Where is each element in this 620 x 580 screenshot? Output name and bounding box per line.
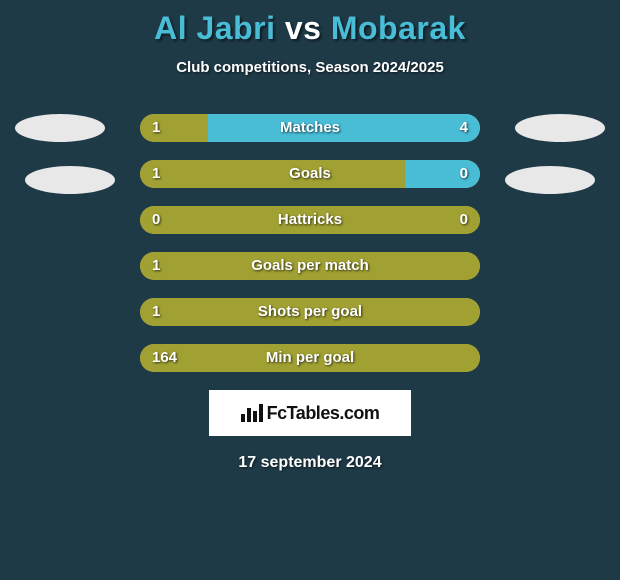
stat-row: Shots per goal1 — [0, 298, 620, 326]
bars-icon — [241, 404, 263, 422]
stat-bar-left — [140, 114, 208, 142]
stat-bar-track — [140, 298, 480, 326]
stat-bar-right — [208, 114, 480, 142]
stat-bar-track — [140, 160, 480, 188]
stat-bar-track — [140, 252, 480, 280]
stat-bar-left — [140, 252, 480, 280]
comparison-chart: Matches14 Goals10 Hattricks00 Goals per mat… — [0, 114, 620, 372]
stat-row: Goals10 — [0, 160, 620, 188]
stat-row: Hattricks00 — [0, 206, 620, 234]
vs-label: vs — [285, 10, 322, 46]
stat-bar-track — [140, 344, 480, 372]
source-logo-text: FcTables.com — [267, 403, 380, 424]
stat-bar-left — [140, 206, 480, 234]
date-label: 17 september 2024 — [0, 454, 620, 472]
stat-bar-left — [140, 160, 405, 188]
stat-bar-left — [140, 298, 480, 326]
player1-name: Al Jabri — [154, 10, 275, 46]
stat-row: Min per goal164 — [0, 344, 620, 372]
stat-bar-track — [140, 114, 480, 142]
stat-row: Matches14 — [0, 114, 620, 142]
player2-name: Mobarak — [331, 10, 466, 46]
stat-bar-left — [140, 344, 480, 372]
comparison-title: Al Jabri vs Mobarak — [0, 0, 620, 47]
stat-bar-track — [140, 206, 480, 234]
stat-bar-right — [405, 160, 480, 188]
stat-row: Goals per match1 — [0, 252, 620, 280]
source-logo: FcTables.com — [209, 390, 411, 436]
subtitle: Club competitions, Season 2024/2025 — [0, 59, 620, 76]
